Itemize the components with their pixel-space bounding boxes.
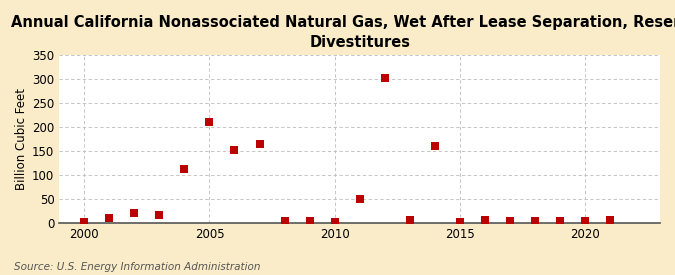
Point <box>279 219 290 224</box>
Point <box>404 217 415 222</box>
Text: Source: U.S. Energy Information Administration: Source: U.S. Energy Information Administ… <box>14 262 260 272</box>
Point <box>154 213 165 217</box>
Point <box>605 218 616 222</box>
Title: Annual California Nonassociated Natural Gas, Wet After Lease Separation, Reserve: Annual California Nonassociated Natural … <box>11 15 675 50</box>
Point <box>329 220 340 225</box>
Point <box>129 211 140 216</box>
Point <box>454 220 465 224</box>
Point <box>304 219 315 224</box>
Point <box>254 142 265 146</box>
Point <box>179 167 190 171</box>
Point <box>79 220 90 224</box>
Point <box>529 219 540 223</box>
Point <box>479 218 490 223</box>
Point <box>429 144 440 148</box>
Point <box>554 219 565 224</box>
Point <box>354 197 365 202</box>
Point <box>104 216 115 220</box>
Point <box>204 120 215 124</box>
Point <box>504 219 515 223</box>
Point <box>229 148 240 152</box>
Point <box>580 219 591 223</box>
Point <box>379 76 390 80</box>
Y-axis label: Billion Cubic Feet: Billion Cubic Feet <box>15 88 28 190</box>
